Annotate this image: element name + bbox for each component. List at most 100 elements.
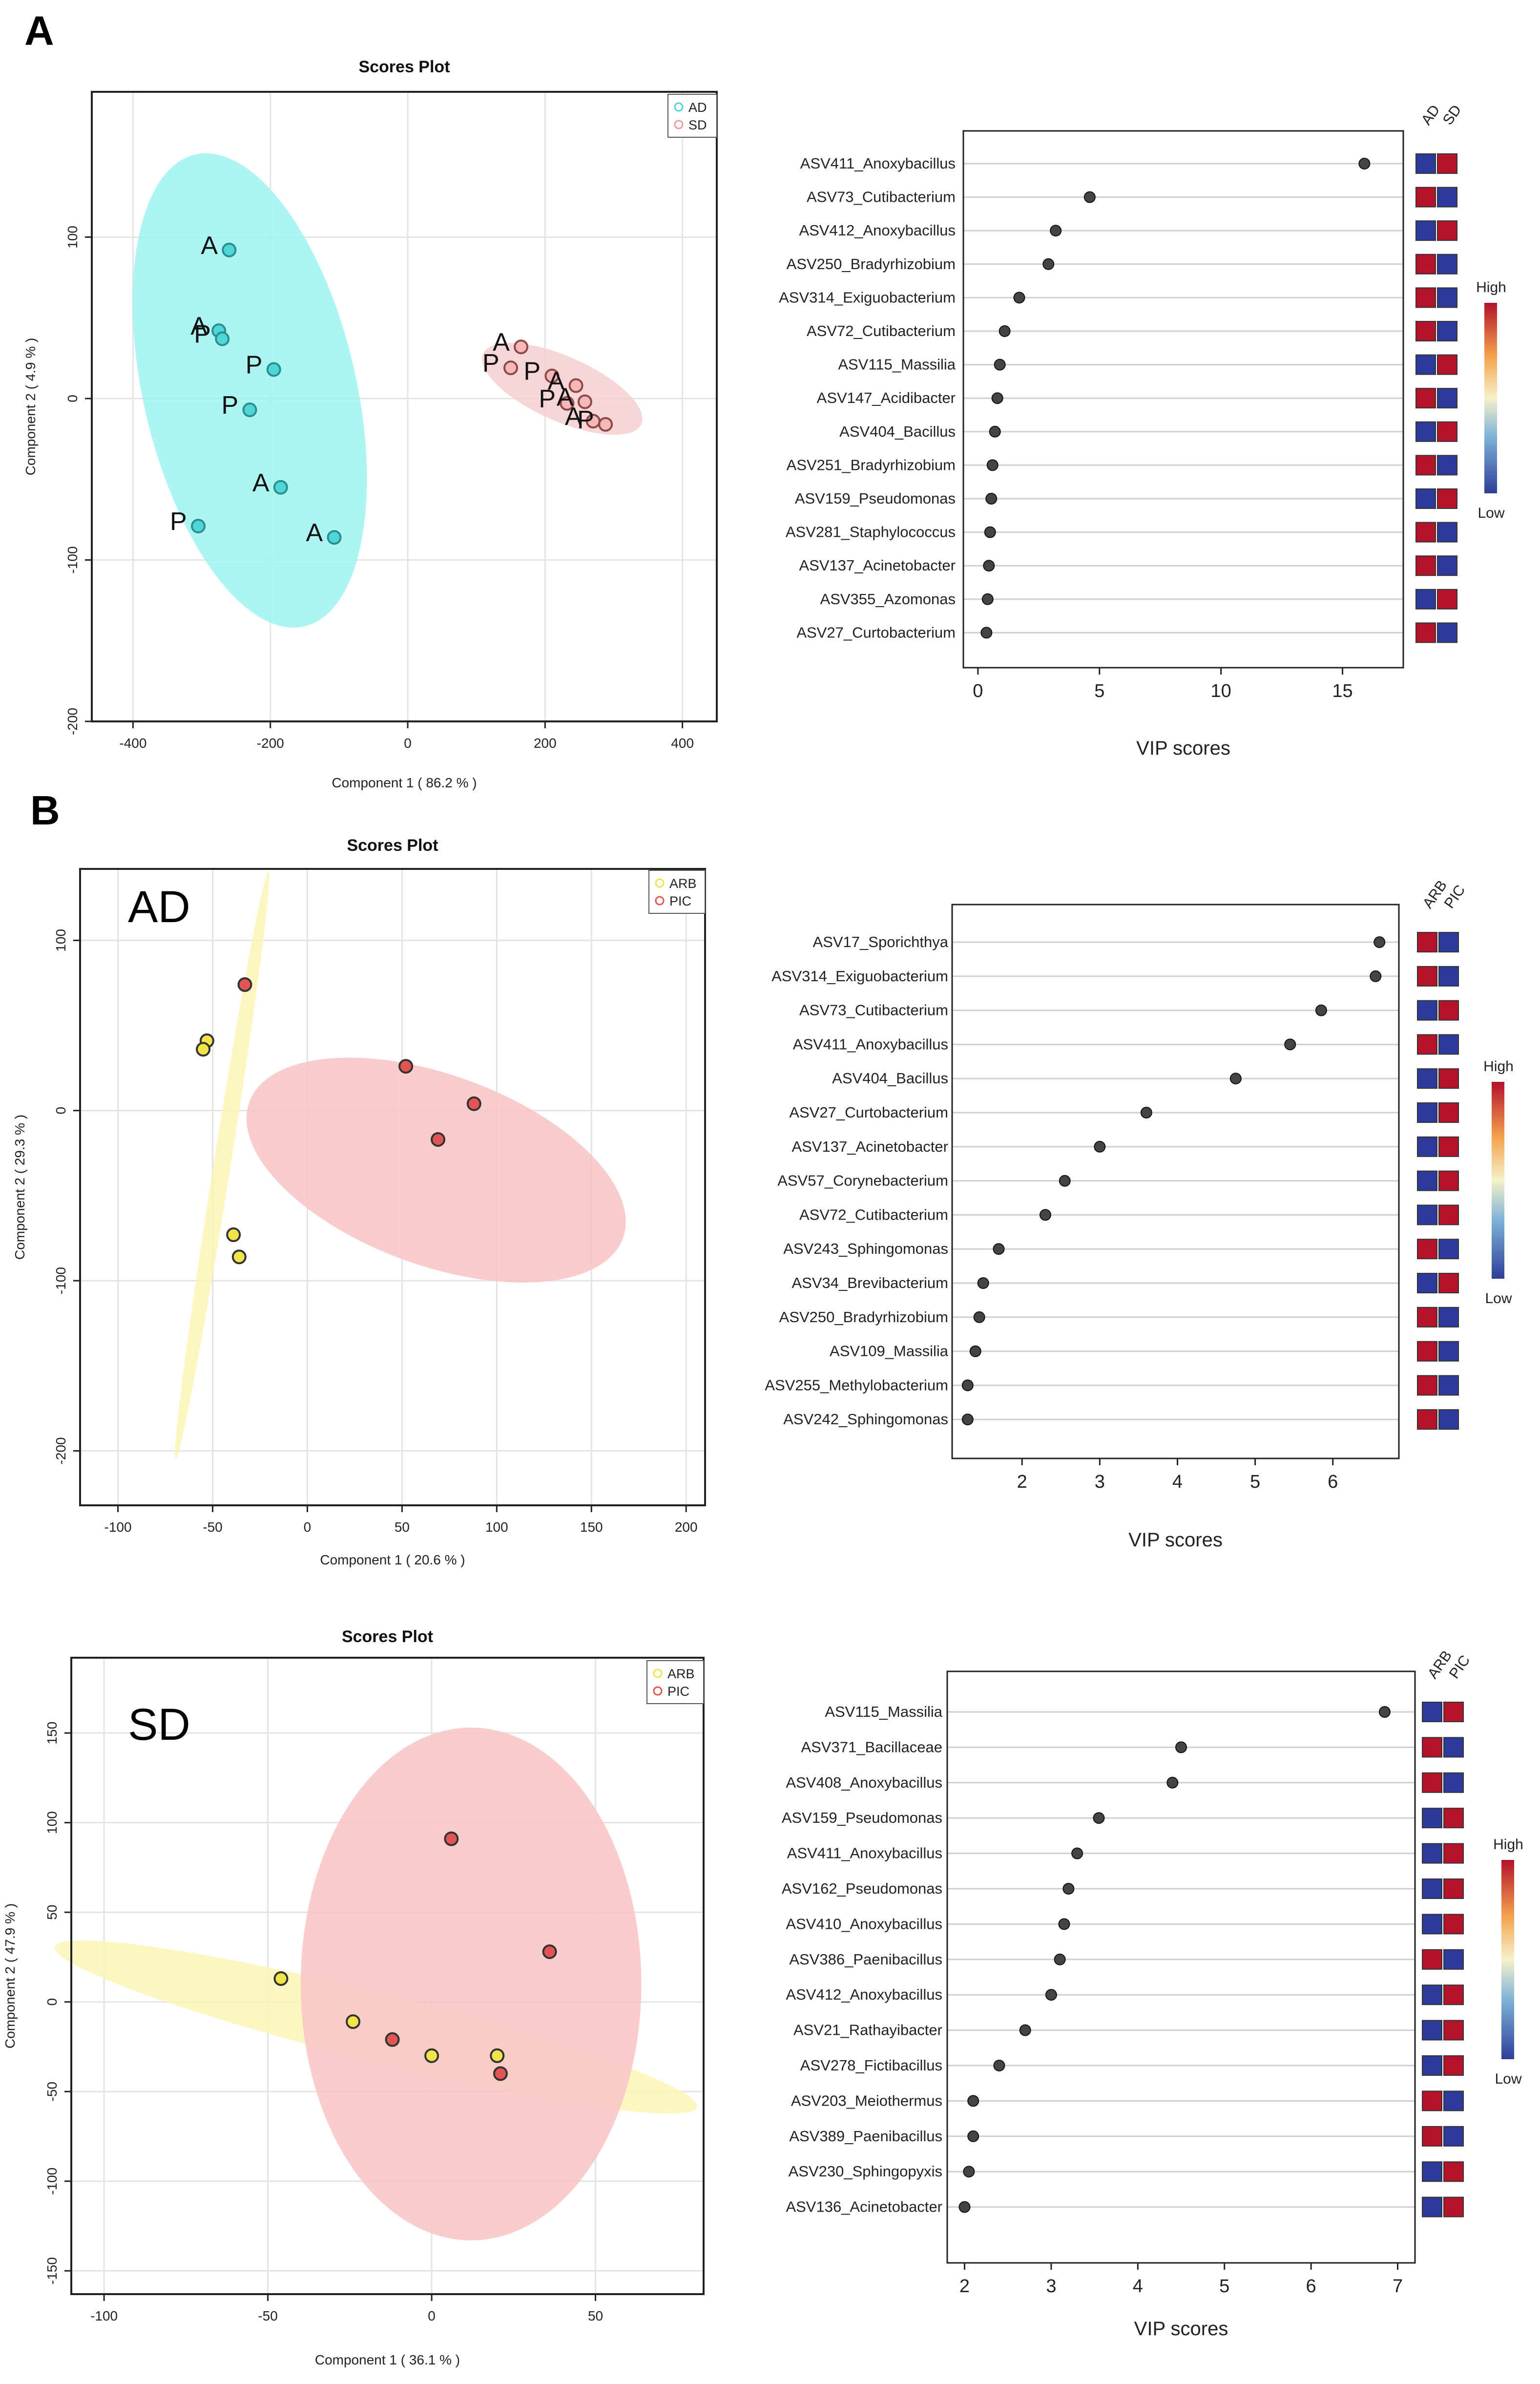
vip-score-point (984, 526, 996, 538)
vip-x-tick-label: 0 (973, 681, 983, 701)
vip-score-point (1374, 936, 1386, 948)
heat-cell-blue (1417, 1000, 1437, 1021)
heat-color-bar (1484, 303, 1497, 493)
vip-x-axis-title: VIP scores (1134, 2318, 1228, 2340)
vip-x-tick-label: 4 (1133, 2276, 1143, 2297)
heat-cell-red (1443, 1984, 1464, 2005)
heat-cell-blue (1438, 1239, 1459, 1260)
heat-cell-red (1438, 1273, 1459, 1293)
panel-label-a: A (24, 8, 54, 54)
x-tick-label: 0 (304, 1519, 312, 1535)
vip-score-point (1062, 1883, 1075, 1895)
feature-label: ASV404_Bacillus (832, 1070, 948, 1087)
heat-cell-blue (1438, 932, 1459, 952)
point-label: A (565, 402, 582, 431)
vip-x-tick-label: 3 (1046, 2276, 1056, 2297)
heat-cell-blue (1422, 2055, 1442, 2076)
legend-marker (653, 1686, 663, 1696)
vip-x-axis-title: VIP scores (1128, 1529, 1223, 1551)
heat-legend-low: Low (1485, 1290, 1512, 1307)
heat-cell-red (1417, 1375, 1437, 1396)
heat-cell-blue (1422, 1702, 1442, 1722)
vip-plot-A_vip: ASV411_Anoxybacillus ASV73_Cutibacterium A… (779, 102, 1506, 759)
legend-marker (674, 120, 684, 129)
legend-marker (653, 1668, 663, 1678)
heat-cell-red (1437, 354, 1457, 375)
data-point-sd (560, 396, 575, 411)
heat-column-header: ARB (1425, 1648, 1455, 1682)
vip-score-point (973, 1311, 985, 1323)
heat-cell-red (1443, 1914, 1464, 1935)
heat-cell-red (1437, 421, 1457, 442)
heat-legend-high: High (1483, 1058, 1514, 1075)
vip-score-point (1140, 1107, 1152, 1118)
heat-cell-blue (1437, 187, 1457, 208)
vip-score-point (1045, 1989, 1057, 2001)
heat-cell-red (1417, 1307, 1437, 1328)
vip-score-point (980, 627, 993, 639)
y-tick-label: -50 (44, 2082, 60, 2101)
heat-cell-red (1437, 153, 1457, 174)
y-tick-label: -100 (65, 546, 80, 573)
vip-score-point (991, 392, 1003, 404)
point-label: A (201, 232, 218, 260)
heat-cell-blue (1422, 1984, 1442, 2005)
vip-score-point (1039, 1209, 1051, 1221)
vip-score-point (961, 1379, 974, 1392)
x-tick-label: -50 (258, 2308, 277, 2323)
plot-frame (91, 91, 718, 722)
feature-label: ASV255_Methylobacterium (765, 1376, 948, 1393)
heat-cell-red (1417, 1341, 1437, 1362)
y-tick-label: 100 (65, 226, 80, 249)
y-tick-label: 100 (53, 929, 68, 952)
vip-score-point (1166, 1776, 1179, 1789)
point-label: A (306, 519, 323, 547)
feature-label: ASV251_Bradyrhizobium (787, 456, 956, 473)
heat-cell-red (1422, 1737, 1442, 1758)
heat-cell-blue (1417, 1068, 1437, 1089)
heat-cell-blue (1437, 622, 1457, 643)
feature-label: ASV27_Curtobacterium (789, 1104, 948, 1121)
vip-score-point (967, 2130, 979, 2142)
y-tick-label: 150 (44, 1722, 60, 1745)
heat-column-header: AD (1418, 102, 1443, 128)
x-axis-title: Component 1 ( 86.2 % ) (332, 775, 477, 790)
feature-label: ASV57_Corynebacterium (777, 1172, 948, 1189)
vip-score-point (1059, 1175, 1071, 1187)
vip-score-point (993, 1243, 1005, 1255)
vip-x-tick-label: 6 (1328, 1472, 1338, 1492)
heat-cell-blue (1437, 522, 1457, 543)
heat-cell-red (1437, 589, 1457, 610)
heat-cell-red (1438, 1068, 1459, 1089)
heat-cell-blue (1438, 1409, 1459, 1430)
y-axis-title: Component 2 ( 47.9 % ) (2, 1903, 18, 2048)
y-tick-label: -100 (44, 2168, 60, 2195)
vip-score-point (1054, 1953, 1066, 1965)
feature-label: ASV371_Bacillaceae (801, 1738, 942, 1755)
legend-box (648, 870, 706, 914)
heat-cell-blue (1415, 354, 1436, 375)
vip-score-point (1315, 1004, 1327, 1016)
confidence-ellipse-pic (300, 1728, 642, 2240)
vip-plot-B_SD_vip: ASV115_Massilia ASV371_Bacillaceae ASV408_… (782, 1648, 1523, 2340)
heat-cell-blue (1437, 455, 1457, 476)
feature-label: ASV34_Brevibacterium (792, 1274, 949, 1291)
confidence-ellipse-pic (246, 1057, 626, 1283)
vip-x-tick-label: 3 (1095, 1472, 1105, 1492)
feature-label: ASV411_Anoxybacillus (787, 1845, 942, 1862)
x-tick-label: 200 (675, 1519, 698, 1535)
data-point-sd (544, 368, 560, 383)
vip-x-tick-label: 5 (1094, 681, 1104, 701)
point-label: P (482, 349, 499, 378)
vip-score-point (1083, 191, 1096, 203)
feature-label: ASV242_Sphingomonas (783, 1411, 948, 1428)
vip-x-tick-label: 2 (959, 2276, 970, 2297)
scores-plot-B_AD_scores: -100 -50 0 50 100 150 200 -200 -100 0 100 Scores Pl… (12, 836, 706, 1567)
heat-cell-red (1438, 1170, 1459, 1191)
heat-cell-red (1415, 287, 1436, 308)
feature-label: ASV278_Fictibacillus (800, 2057, 942, 2074)
heat-cell-red (1415, 455, 1436, 476)
heat-cell-red (1438, 1136, 1459, 1157)
